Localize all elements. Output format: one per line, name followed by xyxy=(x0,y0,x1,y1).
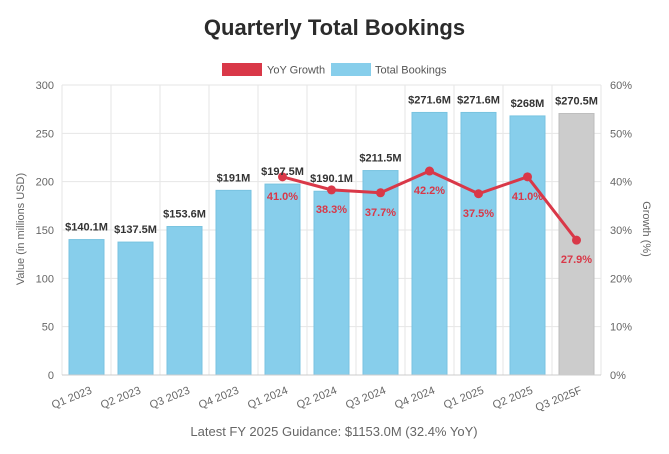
bar-value-label: $211.5M xyxy=(359,153,401,165)
y-tick-label: 150 xyxy=(36,225,54,237)
bar-value-label: $271.6M xyxy=(457,94,500,106)
bar-value-label: $268M xyxy=(511,98,545,110)
growth-point xyxy=(523,172,532,182)
x-tick-label: Q3 2023 xyxy=(148,385,192,412)
x-tick-label: Q4 2024 xyxy=(393,385,437,412)
bar-q3-2023 xyxy=(166,226,203,376)
bar-q2-2023 xyxy=(117,241,154,376)
y2-axis-title: Growth (%) xyxy=(640,201,652,257)
y-tick-label: 300 xyxy=(36,80,54,92)
legend-swatch-total-bookings xyxy=(331,63,371,76)
legend-item-yoy-growth[interactable]: YoY Growth xyxy=(222,63,325,77)
x-tick-label: Q2 2024 xyxy=(295,385,339,412)
bar-value-label: $153.6M xyxy=(163,209,206,221)
x-tick-label: Q2 2025 xyxy=(491,385,535,412)
bar-value-label: $190.1M xyxy=(310,173,353,185)
growth-point xyxy=(425,166,434,176)
chart-title: Quarterly Total Bookings xyxy=(204,15,465,40)
growth-value-label: 27.9% xyxy=(561,254,592,266)
y-tick-label: 250 xyxy=(36,128,54,140)
bar-value-label: $137.5M xyxy=(114,224,157,236)
bar-value-label: $197.5M xyxy=(261,166,304,178)
y-tick-label: 0 xyxy=(48,370,54,382)
y2-tick-label: 0% xyxy=(610,370,626,382)
yoy-growth-line xyxy=(278,166,581,245)
y-tick-label: 50 xyxy=(42,322,54,334)
x-tick-label: Q1 2023 xyxy=(50,385,94,412)
growth-value-label: 42.2% xyxy=(414,185,445,197)
x-tick-label: Q1 2025 xyxy=(442,385,486,412)
x-tick-label: Q1 2024 xyxy=(246,385,290,412)
growth-value-label: 37.7% xyxy=(365,207,396,219)
guidance-footer: Latest FY 2025 Guidance: $1153.0M (32.4%… xyxy=(190,424,477,439)
legend-item-total-bookings[interactable]: Total Bookings xyxy=(331,63,447,77)
x-tick-label: Q4 2023 xyxy=(197,385,241,412)
growth-point xyxy=(572,235,581,245)
growth-value-label: 41.0% xyxy=(512,191,543,203)
legend-label-total-bookings: Total Bookings xyxy=(375,65,447,77)
legend-label-yoy-growth: YoY Growth xyxy=(267,65,325,77)
bar-value-label: $140.1M xyxy=(65,222,108,234)
x-tick-label: Q3 2025F xyxy=(534,385,584,415)
bar-q1-2025 xyxy=(460,111,497,376)
grid-lines xyxy=(61,84,602,376)
growth-point xyxy=(376,188,385,198)
y-axis-title: Value (in millions USD) xyxy=(15,173,27,285)
y2-tick-label: 10% xyxy=(610,322,632,334)
growth-value-label: 38.3% xyxy=(316,204,347,216)
y2-tick-label: 60% xyxy=(610,80,632,92)
data-labels: $140.1M $137.5M $153.6M $191M $197.5M $190.1M… xyxy=(65,94,598,266)
bar-value-label: $270.5M xyxy=(555,96,598,108)
legend: YoY Growth Total Bookings xyxy=(222,63,447,77)
bar-q2-2025 xyxy=(509,115,546,376)
y2-tick-label: 50% xyxy=(610,128,632,140)
y-tick-label: 200 xyxy=(36,177,54,189)
bar-q4-2024 xyxy=(411,111,448,376)
x-tick-label: Q2 2023 xyxy=(99,385,143,412)
growth-point xyxy=(474,189,483,199)
bars xyxy=(68,111,595,376)
bar-q1-2023 xyxy=(68,239,105,376)
growth-point xyxy=(327,185,336,195)
growth-value-label: 37.5% xyxy=(463,208,494,220)
y2-tick-label: 40% xyxy=(610,177,632,189)
x-tick-label: Q3 2024 xyxy=(344,385,388,412)
growth-value-label: 41.0% xyxy=(267,191,298,203)
bar-q2-2024 xyxy=(313,190,350,376)
bar-value-label: $271.6M xyxy=(408,94,451,106)
y2-tick-label: 30% xyxy=(610,225,632,237)
bar-value-label: $191M xyxy=(217,172,251,184)
bar-q3-2024 xyxy=(362,170,399,376)
bar-q1-2024 xyxy=(264,183,301,376)
y2-tick-label: 20% xyxy=(610,273,632,285)
growth-point xyxy=(278,172,287,182)
bar-q4-2023 xyxy=(215,189,252,376)
y-tick-label: 100 xyxy=(36,273,54,285)
legend-swatch-yoy-growth xyxy=(222,63,262,76)
